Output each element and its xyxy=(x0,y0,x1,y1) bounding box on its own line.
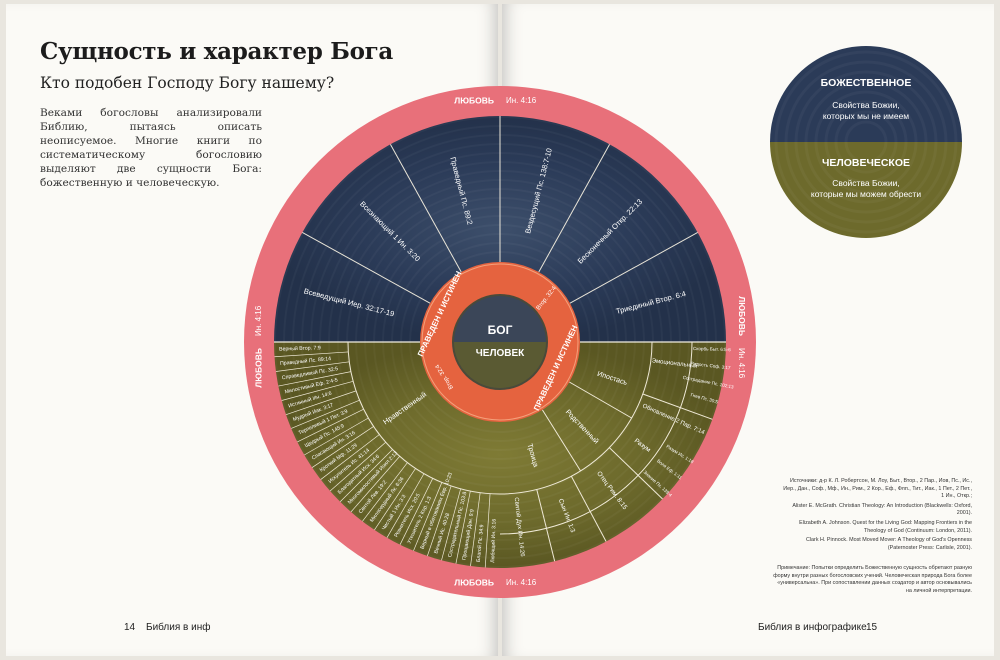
legend-texture xyxy=(844,120,888,164)
ring-right-ref: Ин. 4:16 xyxy=(737,348,746,379)
ring-right-label: ЛЮБОВЬ xyxy=(737,296,747,336)
divine-separator xyxy=(569,231,698,304)
human-left-separator xyxy=(413,482,443,551)
human-left-item: Благой Пс. 34:9 xyxy=(475,524,486,562)
center-top xyxy=(454,296,546,342)
human-left-separator xyxy=(399,478,434,545)
left-page-number: 14 xyxy=(124,622,136,633)
center-bottom-label: ЧЕЛОВЕК xyxy=(476,348,525,359)
legend-divine-text: Свойства Божии, которых мы не имеем xyxy=(823,100,909,121)
ring-top-ref: Ин. 4:16 xyxy=(506,96,537,105)
sources-block: Источники: д-р К. Л. Робертсон, М. Лоу, … xyxy=(780,478,972,554)
ring-left-label: ЛЮБОВЬ xyxy=(253,348,263,388)
ring-top-label: ЛЮБОВЬ xyxy=(454,95,494,105)
human-left-separator xyxy=(427,485,452,557)
human-left-separator xyxy=(320,434,380,480)
source-line: Alister E. McGrath. Christian Theology: … xyxy=(792,502,972,517)
legend-human-title: ЧЕЛОВЕЧЕСКОЕ xyxy=(822,157,910,169)
human-right-outer-separator xyxy=(536,489,556,562)
human-left-separator xyxy=(362,462,408,522)
center-bottom xyxy=(454,342,546,388)
human-left-item: Праведный Пс. 89:14 xyxy=(280,355,332,367)
legend-texture xyxy=(784,60,948,224)
human-right-outer-separator xyxy=(642,393,713,420)
human-left-separator xyxy=(304,417,369,456)
source-line: Источники: д-р К. Л. Робертсон, М. Лоу, … xyxy=(783,478,972,500)
human-left-separator xyxy=(350,456,401,513)
human-left-separator xyxy=(374,468,416,531)
note-text: Примечание: Попытки определить Божествен… xyxy=(773,565,972,594)
human-left-item: Верный Втор. 7:9 xyxy=(279,344,321,352)
human-left-separator xyxy=(297,408,364,443)
legend-texture xyxy=(794,70,938,214)
human-left-separator xyxy=(441,488,461,561)
source-line: Clark H. Pinnock. Most Moved Mover: A Th… xyxy=(805,537,972,551)
inner-ring-edge xyxy=(421,263,579,421)
ring-left-ref: Ин. 4:16 xyxy=(254,305,263,336)
legend-texture xyxy=(814,90,918,194)
human-left-separator xyxy=(291,399,360,429)
divine-separator xyxy=(302,231,431,304)
human-left-separator xyxy=(278,371,351,387)
human-left-separator xyxy=(275,361,350,372)
human-left-separator xyxy=(455,491,471,564)
human-right-arc xyxy=(499,341,653,495)
human-left-separator xyxy=(339,449,393,503)
legend-texture xyxy=(834,110,898,174)
human-left-separator xyxy=(484,493,491,568)
ring-bottom-label: ЛЮБОВЬ xyxy=(454,577,494,587)
legend-texture xyxy=(824,100,908,184)
intro-text: Веками богословы анализировали Библию, п… xyxy=(40,107,262,189)
legend-texture xyxy=(774,50,958,234)
human-right-arc xyxy=(499,341,693,535)
right-page-number: 15 xyxy=(866,622,878,633)
human-left-separator xyxy=(311,426,374,468)
right-running-title: Библия в инфографике xyxy=(758,622,867,633)
page-subtitle: Кто подобен Господу Богу нашему? xyxy=(40,74,335,92)
human-left-separator xyxy=(470,492,481,567)
human-right-separator xyxy=(541,409,581,472)
source-line: Elizabeth A. Johnson. Quest for the Livi… xyxy=(799,519,972,534)
human-left-separator xyxy=(285,390,357,415)
human-right-separator xyxy=(569,381,632,419)
left-running-title: Библия в инф xyxy=(146,622,211,633)
page-title: Сущность и характер Бога xyxy=(40,38,394,65)
human-right-outer-separator xyxy=(570,475,607,542)
legend-divine-title: БОЖЕСТВЕННОЕ xyxy=(821,77,912,89)
ring-bottom-ref: Ин. 4:16 xyxy=(506,578,537,587)
legend-texture xyxy=(804,80,928,204)
divine-separator xyxy=(389,144,462,273)
human-left-item: Любящий Ин. 3:16 xyxy=(489,519,497,563)
human-left-separator xyxy=(281,381,354,401)
human-left-separator xyxy=(274,351,349,358)
emotional-item: Радость Соф. 3:17 xyxy=(691,361,732,371)
emotional-item: Скорбь Быт. 6:5-6 xyxy=(693,346,731,352)
divine-separator xyxy=(538,144,611,273)
legend-human-text: Свойства Божии, которые мы можем обрести xyxy=(811,178,921,199)
human-left-separator xyxy=(329,441,386,492)
human-right-outer-separator xyxy=(608,447,663,500)
center-top-label: БОГ xyxy=(488,323,513,337)
human-left-separator xyxy=(386,473,425,538)
